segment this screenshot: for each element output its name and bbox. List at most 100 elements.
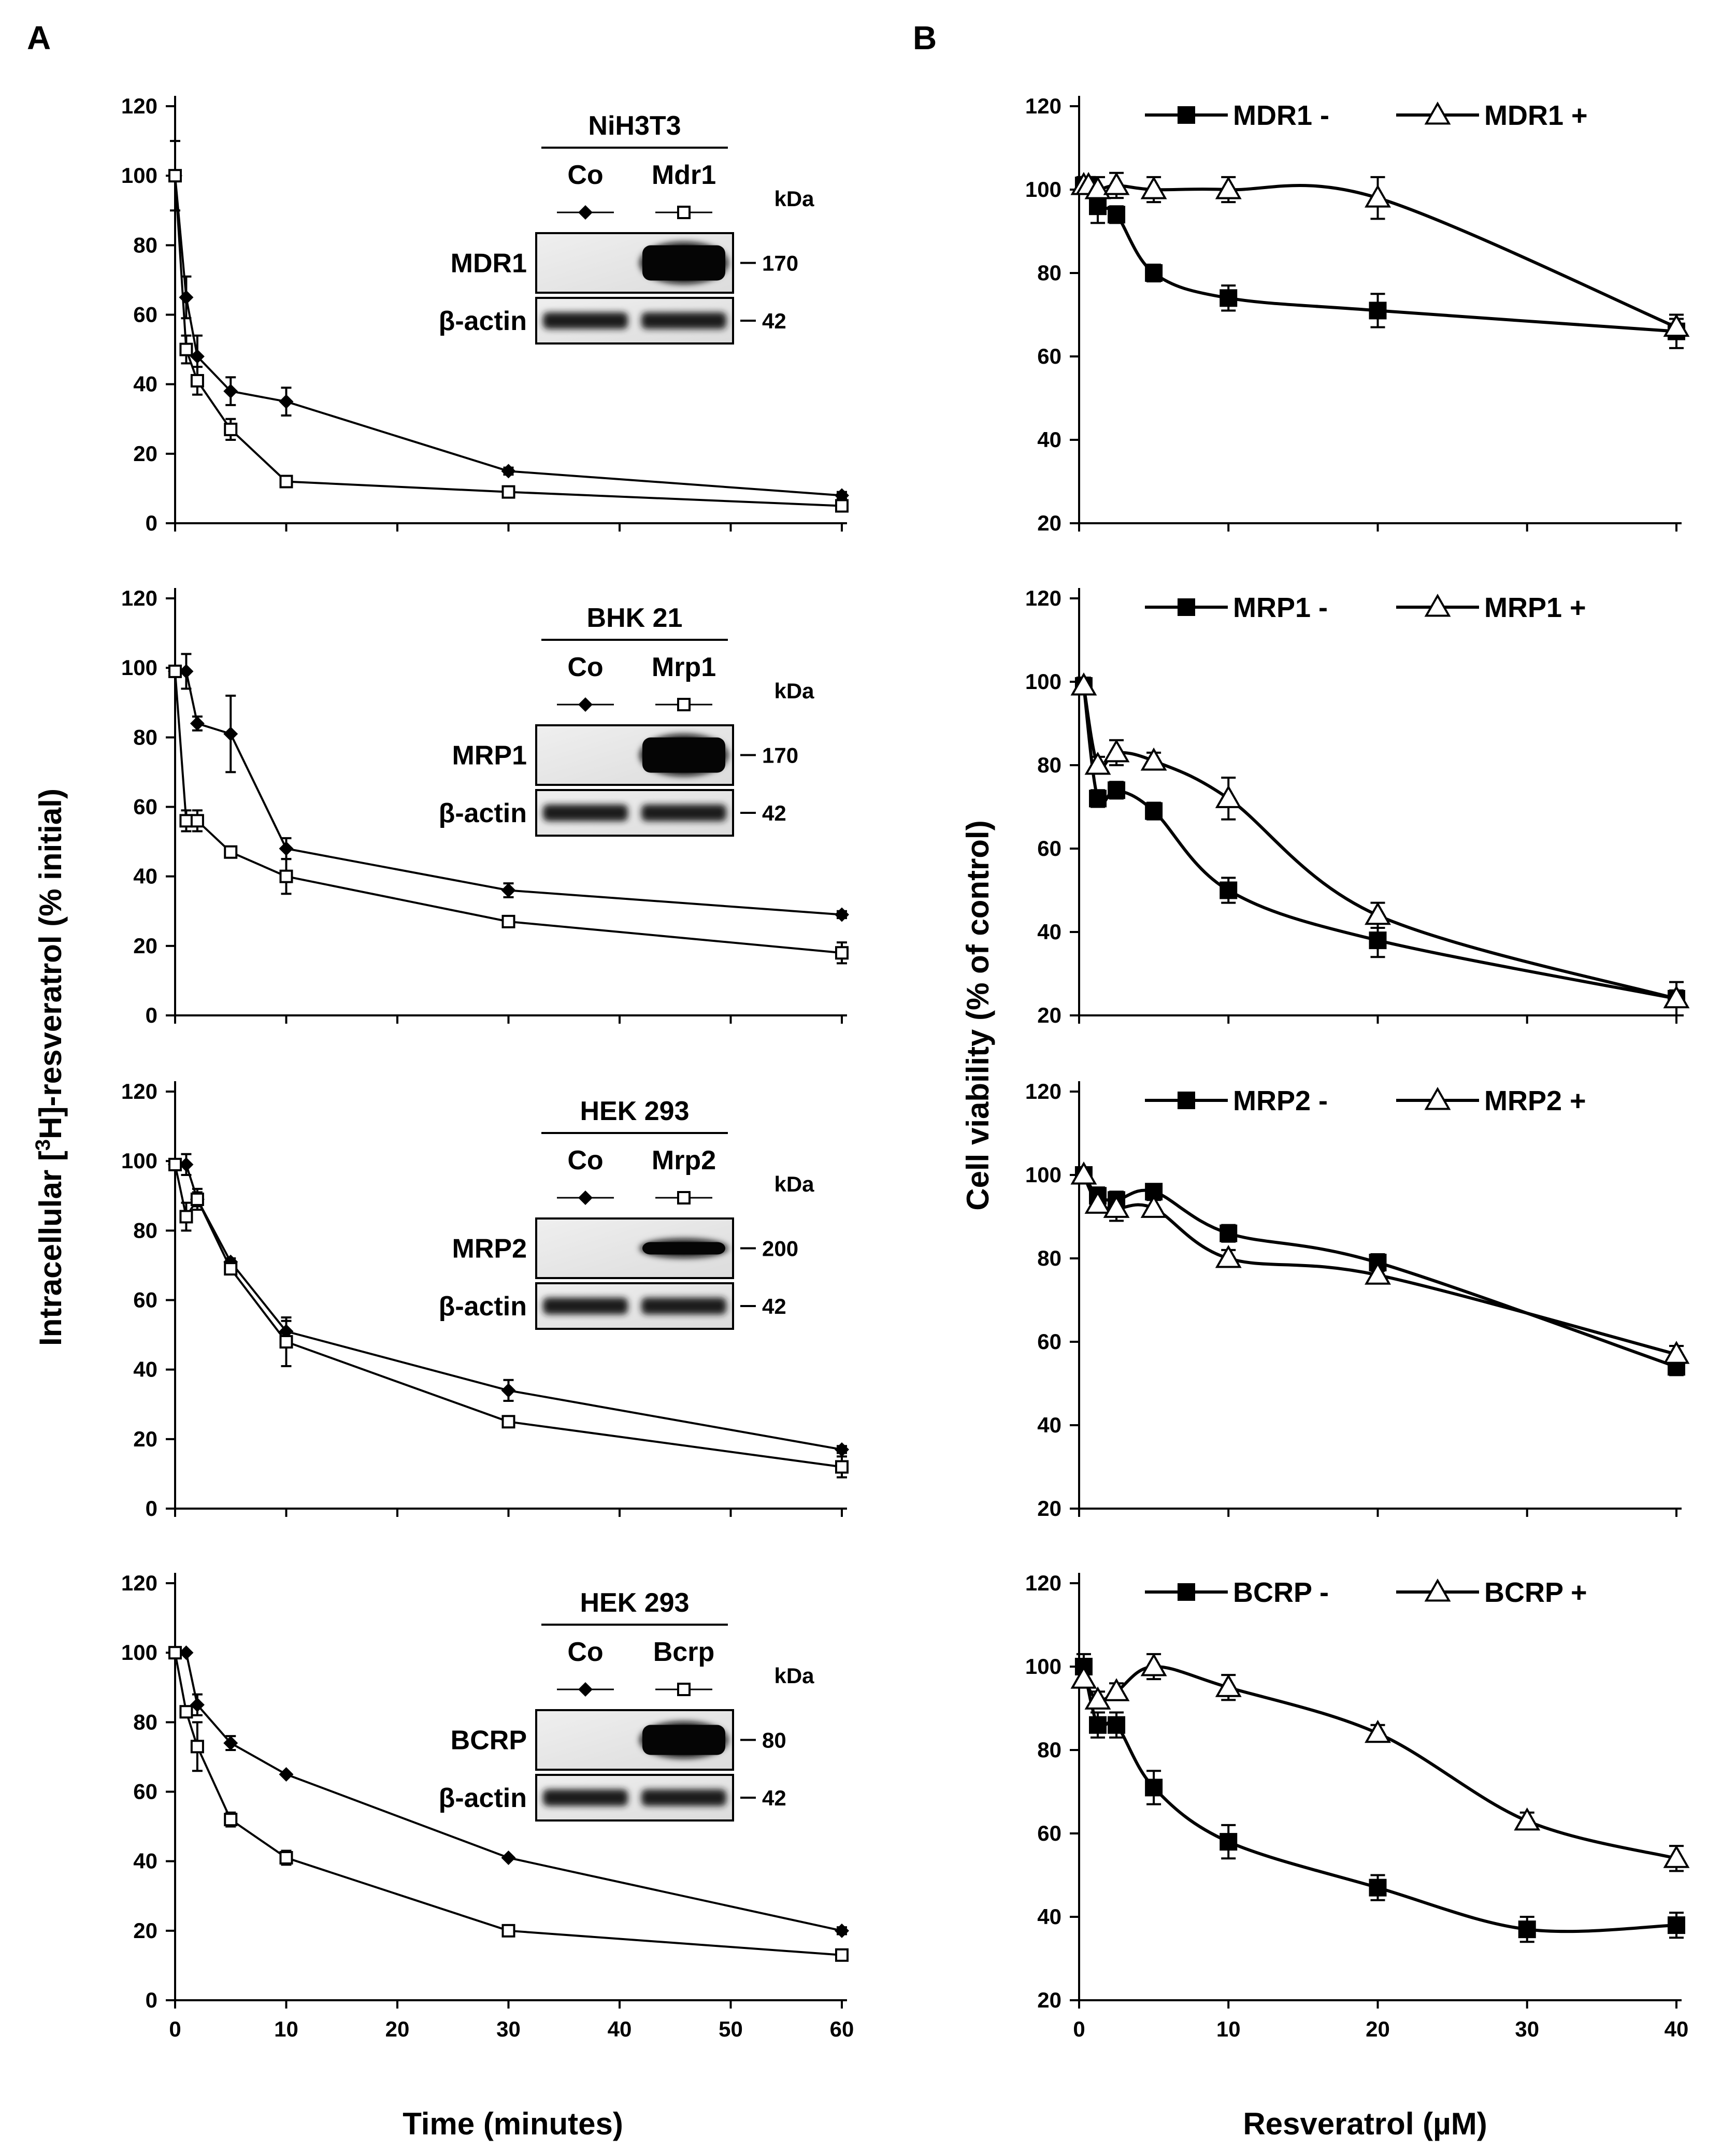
y-tick-label: 20 <box>133 1918 157 1943</box>
blot-actin-mw: 42 <box>762 1294 786 1318</box>
data-point <box>835 946 849 960</box>
data-point <box>1140 176 1167 199</box>
x-tick-label: 30 <box>496 2017 521 2041</box>
blot-actin-label: β-actin <box>439 306 527 336</box>
data-point <box>501 883 516 898</box>
legend-label-plus: MRP2 + <box>1484 1085 1586 1116</box>
chart-b-2: 20 40 60 80 100 120 MRP1 - MRP1 + <box>1025 586 1690 1027</box>
series-mdr1 <box>168 169 849 513</box>
data-point <box>1145 802 1163 820</box>
y-tick-label: 120 <box>1025 586 1061 610</box>
blot-kda-label: kDa <box>774 679 814 703</box>
data-point <box>1145 264 1163 282</box>
blot-actin-band-transporter <box>641 1789 726 1806</box>
legend-marker-plus <box>1424 1578 1451 1602</box>
blot-target-band-core <box>642 245 725 281</box>
data-point <box>835 1460 849 1474</box>
y-tick-label: 20 <box>133 1427 157 1451</box>
blot-lane-control: Co <box>567 1637 603 1667</box>
y-tick-label: 20 <box>1037 1988 1061 2012</box>
series-mrp1- <box>1070 672 1690 1016</box>
blot-actin-band-control <box>543 1298 628 1314</box>
blot-lane-transporter: Mrp1 <box>652 652 716 682</box>
data-point <box>1084 1686 1111 1710</box>
legend-marker-minus <box>1178 1092 1195 1109</box>
blot-transporter-marker <box>677 206 691 219</box>
y-tick-label: 80 <box>1037 753 1061 777</box>
y-tick-label: 0 <box>146 1988 157 2012</box>
data-point <box>1084 1191 1111 1214</box>
y-tick-label: 0 <box>146 511 157 535</box>
x-tick-label: 0 <box>1073 2017 1085 2041</box>
data-point <box>168 664 182 678</box>
x-tick-label: 20 <box>385 2017 410 2041</box>
data-point <box>835 488 849 503</box>
series-line <box>174 176 842 507</box>
blot-target-mw: 170 <box>762 251 798 276</box>
right-y-axis-title: Cell viability (% of control) <box>960 820 995 1210</box>
data-point <box>279 841 294 856</box>
legend-marker-plus <box>1424 1086 1451 1110</box>
data-point <box>168 1157 182 1171</box>
data-point <box>501 1924 515 1938</box>
series-bcrp- <box>1070 1653 1690 1872</box>
data-point <box>279 475 293 489</box>
series-mrp1 <box>168 664 849 965</box>
blot-control-marker <box>578 205 593 220</box>
legend-marker-minus <box>1178 106 1195 124</box>
x-tick-label: 60 <box>830 2017 854 2041</box>
data-point <box>179 1705 193 1719</box>
data-point <box>1103 1195 1130 1218</box>
data-point <box>279 1767 294 1782</box>
blot-kda-label: kDa <box>774 187 814 211</box>
y-tick-label: 20 <box>133 934 157 958</box>
data-point <box>1663 313 1690 337</box>
legend-label-plus: MRP1 + <box>1484 592 1586 623</box>
y-tick-label: 100 <box>1025 669 1061 694</box>
series-line <box>1082 685 1677 1000</box>
y-tick-label: 40 <box>1037 427 1061 452</box>
series-line <box>1082 1665 1677 1860</box>
legend-label-minus: MDR1 - <box>1233 100 1329 131</box>
data-point <box>501 914 515 928</box>
data-point <box>1215 1244 1242 1268</box>
data-point <box>501 485 515 499</box>
blot-lane-control: Co <box>567 160 603 190</box>
y-tick-label: 20 <box>1037 1496 1061 1521</box>
x-tick-label: 20 <box>1366 2017 1390 2041</box>
series-line <box>175 670 842 916</box>
y-tick-label: 0 <box>146 1496 157 1521</box>
data-point <box>224 1262 238 1276</box>
y-tick-label: 60 <box>1037 836 1061 861</box>
data-point <box>224 1813 238 1827</box>
data-point <box>223 726 238 741</box>
y-tick-label: 100 <box>1025 1163 1061 1187</box>
series-mrp2 <box>168 1157 849 1479</box>
data-point <box>179 1645 194 1660</box>
blot-target-band-core <box>642 1725 725 1755</box>
y-tick-label: 40 <box>1037 1413 1061 1437</box>
blot-lane-transporter: Bcrp <box>653 1637 714 1667</box>
data-point <box>1219 289 1238 307</box>
y-tick-label: 60 <box>1037 1821 1061 1845</box>
blot-cell-line: NiH3T3 <box>588 111 681 141</box>
y-tick-label: 60 <box>1037 1329 1061 1354</box>
blot-kda-label: kDa <box>774 1664 814 1688</box>
data-point <box>1070 1161 1097 1185</box>
data-point <box>1103 1678 1130 1701</box>
chart-a-3: 0 20 40 60 80 100 120 HEK 293 Co Mrp2 kDa MRP2 200 β-… <box>121 1079 849 1521</box>
blot-actin-mw: 42 <box>762 309 786 333</box>
y-tick-label: 80 <box>1037 261 1061 285</box>
data-point <box>224 422 238 436</box>
blot-lane-transporter: Mdr1 <box>652 160 716 190</box>
data-point <box>835 1442 849 1457</box>
blot-actin-band-transporter <box>641 1298 726 1314</box>
data-point <box>190 716 205 731</box>
blot-actin-band-control <box>543 312 628 329</box>
series-co <box>168 653 849 922</box>
blot-actin-label: β-actin <box>439 798 527 828</box>
y-tick-label: 20 <box>1037 511 1061 535</box>
data-point <box>1668 1916 1685 1934</box>
blot-cell-line: BHK 21 <box>587 603 683 633</box>
